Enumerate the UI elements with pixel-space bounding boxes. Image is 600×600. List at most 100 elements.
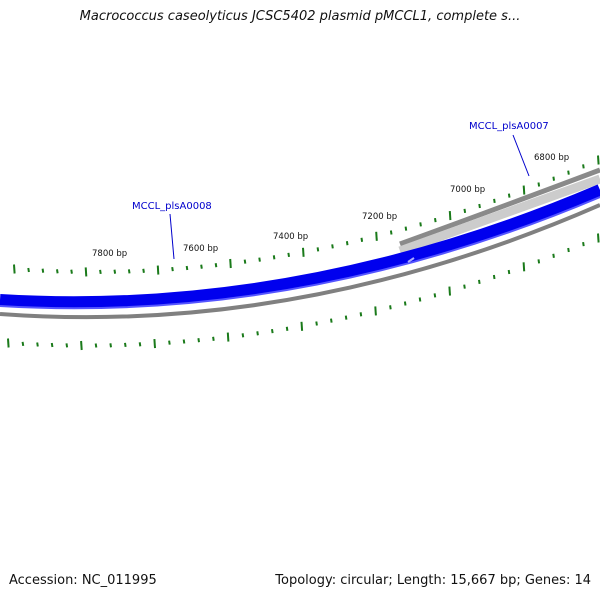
ruler-tick <box>478 279 481 285</box>
ruler-tick <box>316 247 320 252</box>
ruler-tick <box>434 217 437 223</box>
ruler-tick <box>84 267 88 277</box>
ruler-tick <box>537 259 541 264</box>
ruler-tick <box>582 241 585 247</box>
ruler-tick <box>492 274 496 280</box>
ruler-tick <box>124 342 127 348</box>
ruler-tick <box>229 258 232 269</box>
ruler-tick <box>168 340 171 345</box>
ruler-tick <box>330 318 333 323</box>
ruler-label: 7600 bp <box>183 244 218 254</box>
ruler-tick <box>567 247 570 253</box>
inner-tick-ring <box>7 233 600 351</box>
ruler-tick <box>156 265 160 275</box>
ruler-tick <box>567 170 570 175</box>
ruler-tick <box>374 306 377 316</box>
ruler-tick <box>403 301 407 306</box>
ruler-tick <box>419 222 422 227</box>
sequence-backbone-highlight <box>0 196 600 310</box>
ruler-tick <box>200 264 203 269</box>
ruler-tick <box>171 266 174 272</box>
gene-label-mccl-plsa0007[interactable]: MCCL_plsA0007 <box>469 121 549 132</box>
ruler-tick <box>197 338 200 343</box>
ruler-tick <box>109 343 112 348</box>
ruler-tick <box>21 341 25 347</box>
gene-leader-line <box>512 134 530 177</box>
sequence-backbone <box>0 184 600 309</box>
ruler-tick <box>36 342 39 347</box>
ruler-tick <box>127 269 131 274</box>
ruler-tick <box>41 268 45 273</box>
ruler-tick <box>582 164 585 169</box>
ruler-tick <box>13 264 16 274</box>
ruler-label: 7200 bp <box>362 212 397 222</box>
ruler-tick <box>94 343 98 348</box>
ruler-tick <box>478 203 481 209</box>
ruler-tick <box>537 182 541 187</box>
gene-feature-arc-outer[interactable] <box>399 167 600 247</box>
outer-tick-ring <box>13 155 600 277</box>
ruler-tick <box>389 305 392 310</box>
ruler-tick <box>113 269 117 274</box>
ruler-tick <box>344 315 348 320</box>
ruler-tick <box>463 208 467 214</box>
accession-label: Accession: NC_011995 <box>9 573 157 588</box>
ruler-tick <box>522 262 526 272</box>
ruler-tick <box>463 284 466 289</box>
ruler-tick <box>80 340 83 351</box>
ruler-label: 6800 bp <box>534 153 569 163</box>
ruler-tick <box>138 342 142 347</box>
ruler-tick <box>7 338 10 348</box>
ruler-tick <box>448 211 452 221</box>
ruler-tick <box>448 286 451 296</box>
ruler-tick <box>271 328 274 334</box>
ruler-tick <box>404 226 408 231</box>
ruler-tick <box>597 155 600 165</box>
ruler-tick <box>243 259 247 264</box>
ruler-tick <box>360 237 364 242</box>
ruler-tick <box>27 267 30 273</box>
ruler-tick <box>418 297 422 302</box>
map-title: Macrococcus caseolyticus JCSC5402 plasmi… <box>79 9 521 24</box>
gene-feature-arc-fill[interactable] <box>398 174 600 256</box>
ruler-tick <box>345 241 349 246</box>
ruler-tick <box>302 247 305 257</box>
ruler-tick <box>56 269 59 274</box>
gene-label-mccl-plsa0008[interactable]: MCCL_plsA0008 <box>132 201 212 212</box>
reverse-strand-arc <box>0 203 600 320</box>
ruler-tick <box>285 326 289 331</box>
gene-leader-line <box>169 213 175 260</box>
ruler-tick <box>142 268 145 273</box>
ruler-tick <box>99 269 102 275</box>
ruler-tick <box>375 231 378 241</box>
ruler-tick <box>597 233 600 243</box>
ruler-tick <box>359 312 363 317</box>
ruler-label: 7800 bp <box>92 249 127 259</box>
ruler-tick <box>258 257 261 262</box>
ruler-tick <box>256 331 259 336</box>
ruler-tick <box>70 269 73 274</box>
ruler-tick <box>331 244 334 249</box>
ruler-tick <box>153 339 156 349</box>
ruler-tick <box>389 230 393 235</box>
ruler-tick <box>65 343 69 348</box>
ruler-tick <box>507 193 511 198</box>
ruler-tick <box>272 255 276 260</box>
ruler-tick <box>185 265 189 271</box>
ruler-tick <box>226 332 230 342</box>
sequence-backbone-edge <box>407 257 415 263</box>
ruler-label: 7400 bp <box>273 232 308 242</box>
ruler-label: 7000 bp <box>450 185 485 195</box>
ruler-tick <box>300 321 304 331</box>
ruler-tick <box>433 293 437 298</box>
ruler-tick <box>214 263 218 268</box>
ruler-tick <box>493 198 496 204</box>
ruler-tick <box>287 252 290 258</box>
ruler-tick <box>315 321 318 326</box>
ruler-tick <box>552 253 555 258</box>
topology-summary: Topology: circular; Length: 15,667 bp; G… <box>275 573 591 588</box>
ruler-tick <box>522 185 526 195</box>
ruler-tick <box>241 333 245 338</box>
ruler-tick <box>552 176 555 181</box>
